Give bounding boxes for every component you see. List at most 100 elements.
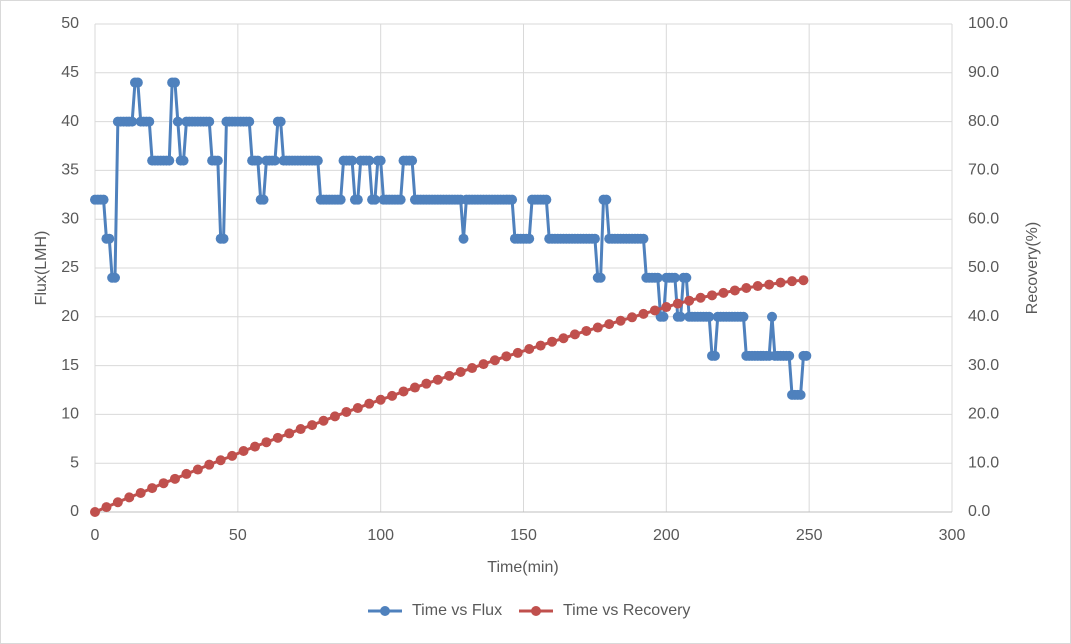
- data-point: [627, 312, 638, 323]
- data-point: [718, 287, 729, 298]
- data-point: [589, 233, 600, 244]
- data-point: [364, 398, 375, 409]
- data-point: [604, 319, 615, 330]
- data-point: [507, 194, 518, 205]
- data-point: [558, 333, 569, 344]
- data-point: [669, 272, 680, 283]
- data-point: [244, 116, 255, 127]
- y2-tick-label: 40.0: [968, 308, 999, 325]
- data-point: [147, 483, 158, 494]
- data-point: [261, 437, 272, 448]
- data-point: [752, 281, 763, 292]
- x-tick-label: 100: [367, 527, 394, 544]
- data-point: [615, 315, 626, 326]
- data-point: [729, 285, 740, 296]
- y-tick-label: 50: [61, 15, 79, 32]
- data-point: [775, 277, 786, 288]
- data-point: [352, 194, 363, 205]
- data-point: [695, 292, 706, 303]
- data-point: [704, 311, 715, 322]
- data-point: [135, 487, 146, 498]
- y-tick-label: 40: [61, 113, 79, 130]
- y2-axis-label: Recovery(%): [1024, 222, 1041, 314]
- data-point: [595, 272, 606, 283]
- data-point: [478, 359, 489, 370]
- data-point: [444, 370, 455, 381]
- y2-tick-label: 0.0: [968, 503, 990, 520]
- data-point: [541, 194, 552, 205]
- data-point: [329, 411, 340, 422]
- y2-tick-label: 30.0: [968, 357, 999, 374]
- x-axis-label: Time(min): [487, 559, 558, 576]
- data-point: [227, 450, 238, 461]
- y-tick-label: 35: [61, 162, 79, 179]
- data-point: [398, 386, 409, 397]
- data-point: [158, 478, 169, 489]
- data-point: [658, 311, 669, 322]
- y-axis-label: Flux(LMH): [33, 231, 50, 306]
- data-point: [127, 116, 138, 127]
- data-point: [178, 155, 189, 166]
- data-point: [181, 468, 192, 479]
- y-tick-label: 25: [61, 259, 79, 276]
- data-point: [661, 302, 672, 313]
- data-point: [109, 272, 120, 283]
- data-point: [364, 155, 375, 166]
- data-point: [798, 275, 809, 286]
- data-point: [249, 441, 260, 452]
- data-point: [169, 77, 180, 88]
- data-point: [104, 233, 115, 244]
- y2-tick-label: 100.0: [968, 15, 1008, 32]
- data-point: [172, 116, 183, 127]
- data-point: [112, 497, 123, 508]
- data-point: [432, 374, 443, 385]
- data-point: [524, 233, 535, 244]
- x-tick-label: 50: [229, 527, 247, 544]
- legend-label: Time vs Recovery: [563, 602, 690, 619]
- data-point: [569, 329, 580, 340]
- data-point: [101, 502, 112, 513]
- data-point: [335, 194, 346, 205]
- y2-tick-label: 70.0: [968, 162, 999, 179]
- data-point: [795, 389, 806, 400]
- data-point: [524, 344, 535, 355]
- data-point: [535, 340, 546, 351]
- legend-label: Time vs Flux: [412, 602, 502, 619]
- data-point: [681, 272, 692, 283]
- data-point: [741, 283, 752, 294]
- data-point: [144, 116, 155, 127]
- data-point: [764, 279, 775, 290]
- legend-marker: [531, 606, 541, 616]
- data-point: [455, 366, 466, 377]
- data-point: [684, 295, 695, 306]
- x-tick-label: 200: [653, 527, 680, 544]
- data-point: [212, 155, 223, 166]
- data-point: [238, 446, 249, 456]
- y2-tick-label: 20.0: [968, 406, 999, 423]
- data-point: [347, 155, 358, 166]
- data-point: [709, 350, 720, 361]
- data-point: [258, 194, 269, 205]
- data-point: [375, 394, 386, 405]
- y-tick-label: 15: [61, 357, 79, 374]
- data-point: [215, 455, 226, 466]
- data-point: [269, 155, 280, 166]
- y-tick-label: 10: [61, 406, 79, 423]
- y-tick-label: 0: [70, 503, 79, 520]
- data-point: [675, 311, 686, 322]
- data-point: [801, 350, 812, 361]
- data-point: [275, 116, 286, 127]
- data-point: [707, 290, 718, 301]
- data-point: [601, 194, 612, 205]
- data-point: [467, 363, 478, 374]
- data-point: [738, 311, 749, 322]
- data-point: [409, 382, 420, 393]
- data-point: [318, 415, 329, 426]
- data-point: [512, 347, 523, 358]
- data-point: [307, 420, 318, 431]
- data-point: [204, 116, 215, 127]
- data-point: [547, 336, 558, 347]
- data-point: [387, 390, 398, 401]
- data-point: [375, 155, 386, 166]
